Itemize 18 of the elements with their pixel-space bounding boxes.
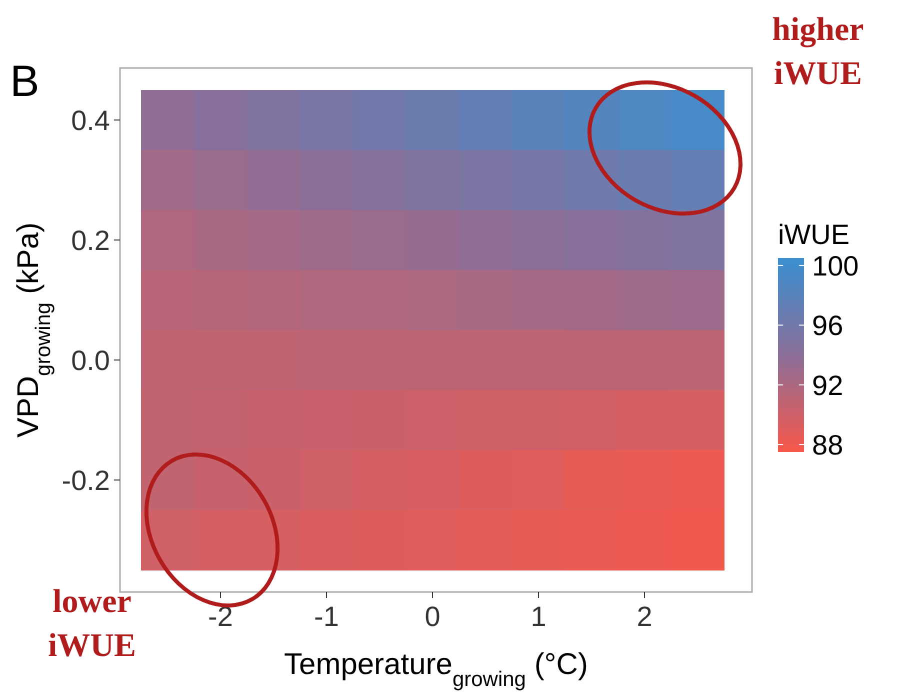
- chart-title: B: [10, 57, 40, 106]
- x-tick-label: 1: [530, 601, 546, 632]
- y-tick-label: 0.2: [71, 225, 110, 256]
- text: higher iWUE: [772, 12, 864, 92]
- y-tick-label: 0.4: [71, 105, 110, 136]
- x-tick-label: -2: [208, 601, 233, 632]
- x-axis-title: Temperature$_{growing}$ (°C): [284, 648, 588, 690]
- color-bar-label: 88: [812, 430, 844, 461]
- legend-title: iWUE: [778, 219, 850, 250]
- y-tick-label: -0.2: [62, 465, 110, 496]
- color-bar-label: 100: [812, 250, 859, 282]
- x-tick-label: 0: [424, 601, 440, 632]
- x-tick-label: -1: [314, 601, 339, 632]
- x-tick-label: 2: [636, 601, 652, 632]
- color-bar-label: 96: [812, 310, 844, 342]
- y-tick-label: 0.0: [71, 345, 110, 376]
- color-bar-label: 92: [812, 370, 844, 401]
- annotation: lower iWUE: [48, 584, 136, 664]
